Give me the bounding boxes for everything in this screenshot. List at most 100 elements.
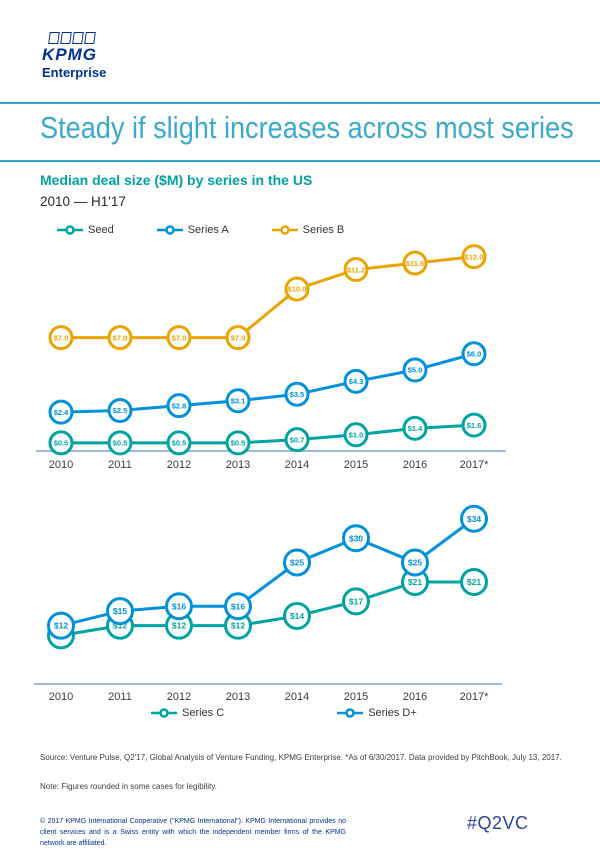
- data-point-marker: [284, 427, 310, 453]
- x-axis-tick-label: 2011: [108, 459, 132, 471]
- legend-label: Series C: [182, 707, 225, 719]
- data-point-label: $7.0: [54, 333, 69, 342]
- data-point-label: $12: [54, 621, 68, 631]
- data-point-marker: [106, 597, 134, 626]
- data-point-marker: [461, 412, 487, 438]
- chart-seed-seriesa-seriesb: 2010 2011 2012 2013 2014 2015 2016 2017* $0.5 $0.…: [36, 244, 506, 471]
- data-point-label: $0.5: [231, 439, 246, 448]
- data-point-marker: [461, 341, 487, 367]
- data-point-marker: [48, 325, 74, 351]
- x-axis-tick-label: 2010: [49, 691, 73, 703]
- kpmg-enterprise-logo: KPMG Enterprise: [42, 32, 106, 80]
- x-axis-tick-label: 2015: [344, 691, 368, 703]
- data-point-label: $1.6: [467, 421, 482, 430]
- data-point-marker: [343, 257, 369, 283]
- legend-marker-icon: [151, 708, 177, 718]
- data-point-label: $11.6: [406, 259, 424, 268]
- data-point-marker: [460, 567, 488, 596]
- data-point-marker: [225, 325, 251, 351]
- data-point-label: $1.0: [349, 431, 364, 440]
- source-text: Source: Venture Pulse, Q2'17, Global Ana…: [40, 753, 562, 762]
- data-point-label: $10.0: [288, 285, 307, 294]
- data-point-label: $14: [290, 611, 304, 621]
- data-point-marker: [284, 276, 310, 302]
- data-point-label: $16: [172, 601, 186, 611]
- legend-marker-icon: [337, 708, 364, 718]
- data-point-marker: [48, 399, 74, 425]
- kpmg-logo-subtext: Enterprise: [42, 65, 107, 80]
- data-point-label: $7.0: [231, 333, 246, 342]
- title-rule-bottom: [0, 160, 600, 162]
- data-point-label: $12: [172, 621, 186, 631]
- data-point-marker: [224, 592, 252, 621]
- data-point-label: $12: [113, 621, 127, 631]
- chart-period: 2010 — H1'17: [40, 194, 126, 209]
- legend-marker-icon: [57, 225, 83, 235]
- data-point-marker: [402, 357, 428, 383]
- x-axis-tick-label: 2017*: [460, 691, 489, 703]
- x-axis-tick-label: 2013: [226, 691, 250, 703]
- data-point-label: $3.1: [231, 396, 246, 405]
- hashtag-text: #Q2VC: [467, 813, 529, 833]
- data-point-label: $12: [231, 621, 245, 631]
- data-point-marker: [343, 422, 369, 448]
- data-point-label: $21: [408, 577, 422, 587]
- data-point-label: $2.5: [113, 406, 128, 415]
- data-point-marker: [402, 250, 428, 276]
- data-point-label: $7.0: [113, 333, 128, 342]
- data-point-label: $0.5: [172, 439, 187, 448]
- legend-item-series-a: Series A: [156, 224, 229, 236]
- data-point-marker: [107, 325, 133, 351]
- data-point-label: $12.0: [465, 252, 484, 261]
- data-point-label: $2.8: [172, 401, 187, 410]
- data-point-label: $5.0: [408, 366, 423, 375]
- data-point-marker: [283, 548, 311, 577]
- data-point-label: $25: [290, 558, 304, 568]
- data-point-label: $15: [113, 606, 127, 616]
- data-point-label: $7.0: [172, 333, 187, 342]
- data-point-label: $4.3: [349, 377, 364, 386]
- data-point-label: $34: [467, 514, 481, 524]
- data-point-marker: [342, 587, 370, 616]
- data-point-marker: [401, 548, 429, 577]
- legend-label: Series B: [302, 224, 345, 236]
- note-text: Note: Figures rounded in some cases for …: [40, 782, 217, 791]
- x-axis-tick-label: 2010: [49, 459, 73, 471]
- data-point-label: $30: [349, 533, 363, 543]
- legend-marker-icon: [156, 225, 183, 235]
- legend-label: Series D+: [368, 707, 417, 719]
- data-point-marker: [283, 601, 311, 630]
- x-axis-tick-label: 2016: [403, 459, 427, 471]
- data-point-label: $6.0: [467, 350, 482, 359]
- x-axis-tick-label: 2015: [344, 459, 368, 471]
- legend-marker-icon: [271, 225, 298, 235]
- data-point-marker: [107, 398, 133, 423]
- x-axis-tick-label: 2013: [226, 459, 250, 471]
- data-point-label: $3.5: [290, 390, 305, 399]
- x-axis-tick-label: 2016: [403, 691, 427, 703]
- data-point-marker: [166, 430, 192, 456]
- data-point-marker: [48, 430, 74, 456]
- data-point-label: $0.5: [54, 439, 69, 448]
- x-axis-tick-label: 2017*: [460, 459, 489, 471]
- x-axis-tick-label: 2011: [108, 691, 132, 703]
- legend-label: Series A: [187, 224, 229, 236]
- legend-item-series-b: Series B: [271, 224, 345, 236]
- data-point-label: $1.4: [408, 424, 423, 433]
- page-title: Steady if slight increases across most s…: [40, 110, 574, 145]
- data-point-marker: [225, 430, 251, 456]
- data-point-label: $0.5: [113, 439, 128, 448]
- data-point-label: $0.7: [290, 435, 305, 444]
- data-point-marker: [166, 325, 192, 351]
- data-point-label: $25: [408, 558, 422, 568]
- data-point-marker: [47, 611, 75, 640]
- data-point-label: $21: [467, 577, 481, 587]
- title-rule-top: [0, 102, 600, 104]
- data-point-marker: [166, 393, 192, 419]
- legend-upper-chart: Seed Series A Series B: [56, 224, 344, 236]
- data-point-marker: [107, 430, 133, 456]
- x-axis-tick-label: 2014: [285, 459, 309, 471]
- data-point-label: $2.4: [54, 408, 69, 417]
- x-axis-tick-label: 2012: [167, 691, 191, 703]
